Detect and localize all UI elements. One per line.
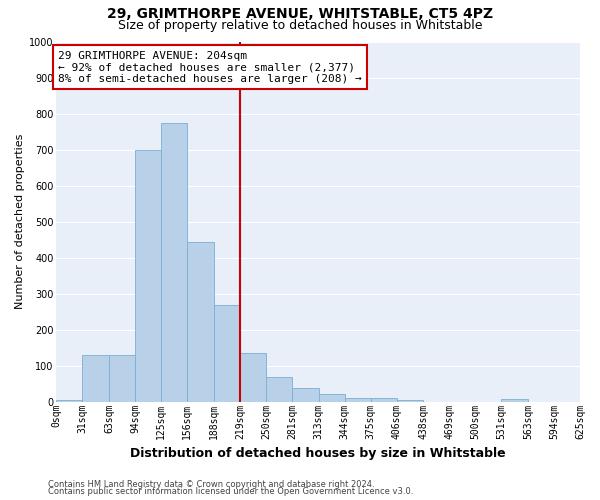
Bar xyxy=(266,377,292,402)
Text: 29 GRIMTHORPE AVENUE: 204sqm
← 92% of detached houses are smaller (2,377)
8% of : 29 GRIMTHORPE AVENUE: 204sqm ← 92% of de… xyxy=(58,50,362,84)
Bar xyxy=(214,304,240,402)
Bar xyxy=(240,354,266,402)
X-axis label: Distribution of detached houses by size in Whitstable: Distribution of detached houses by size … xyxy=(130,447,506,460)
Bar xyxy=(135,150,161,402)
Text: 29, GRIMTHORPE AVENUE, WHITSTABLE, CT5 4PZ: 29, GRIMTHORPE AVENUE, WHITSTABLE, CT5 4… xyxy=(107,8,493,22)
Bar xyxy=(344,398,371,402)
Bar xyxy=(292,388,319,402)
Bar xyxy=(82,355,109,402)
Bar xyxy=(161,122,187,402)
Bar xyxy=(109,355,135,402)
Bar xyxy=(56,400,82,402)
Bar xyxy=(187,242,214,402)
Bar xyxy=(397,400,424,402)
Text: Contains HM Land Registry data © Crown copyright and database right 2024.: Contains HM Land Registry data © Crown c… xyxy=(48,480,374,489)
Y-axis label: Number of detached properties: Number of detached properties xyxy=(15,134,25,310)
Text: Size of property relative to detached houses in Whitstable: Size of property relative to detached ho… xyxy=(118,18,482,32)
Bar xyxy=(501,399,528,402)
Text: Contains public sector information licensed under the Open Government Licence v3: Contains public sector information licen… xyxy=(48,487,413,496)
Bar xyxy=(319,394,344,402)
Bar xyxy=(371,398,397,402)
